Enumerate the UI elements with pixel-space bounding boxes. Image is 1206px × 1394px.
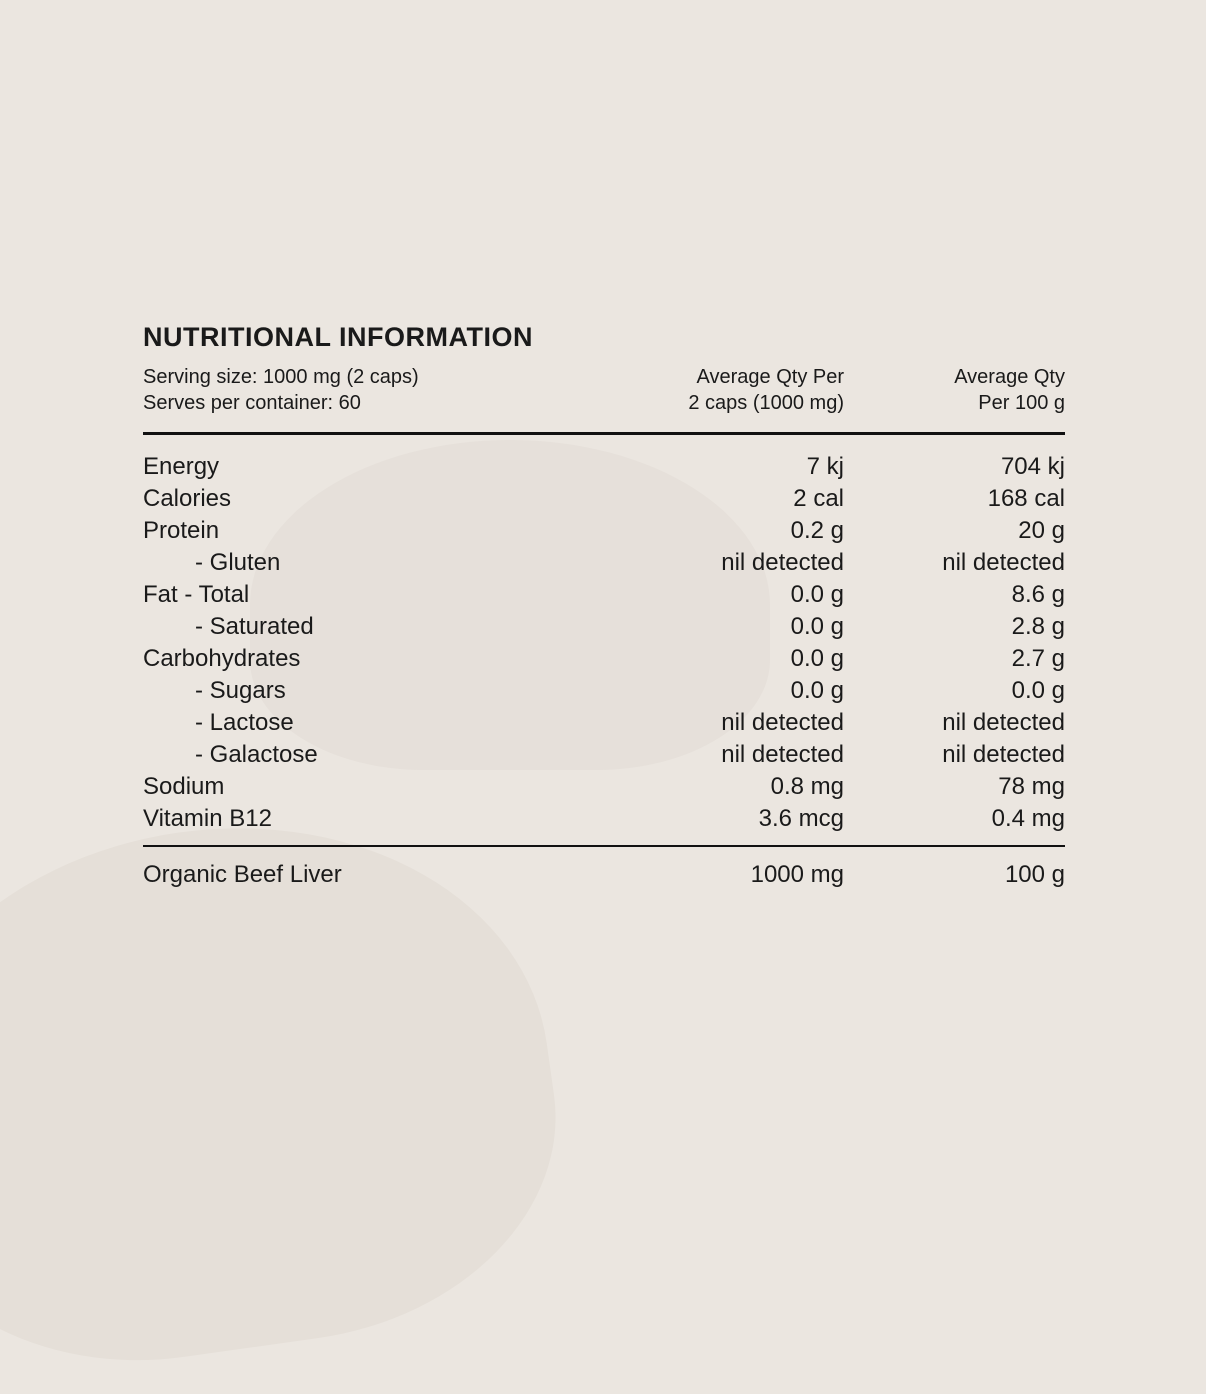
nutrient-row: - Sugars 0.0 g 0.0 g xyxy=(143,675,1065,707)
per-100g-value: 0.4 mg xyxy=(991,805,1065,832)
per-100g-value: 2.7 g xyxy=(1011,645,1065,672)
per-100g-value: nil detected xyxy=(942,549,1065,576)
ingredient-per-100g: 100 g xyxy=(1004,861,1065,888)
per-serve-value: 0.0 g xyxy=(790,645,844,672)
nutrient-row: Calories 2 cal 168 cal xyxy=(143,483,1065,515)
per-serve-value: 0.0 g xyxy=(790,581,844,608)
serves-per-container: Serves per container: 60 xyxy=(143,392,361,414)
nutrition-panel: NUTRITIONAL INFORMATION Serving size: 10… xyxy=(143,318,1065,891)
per-serve-value: nil detected xyxy=(721,709,844,736)
nutrient-label: Fat - Total xyxy=(143,581,250,608)
divider xyxy=(143,845,1065,847)
per-serve-value: 7 kj xyxy=(806,453,844,480)
nutrient-label: - Lactose xyxy=(195,709,294,736)
nutrient-label: Calories xyxy=(143,485,232,512)
background-shape xyxy=(250,440,770,770)
nutrient-row: - Saturated 0.0 g 2.8 g xyxy=(143,611,1065,643)
nutrient-row: - Galactose nil detected nil detected xyxy=(143,739,1065,771)
per-serve-value: 3.6 mcg xyxy=(758,805,844,832)
nutrient-label: Sodium xyxy=(143,773,225,800)
per-100g-value: nil detected xyxy=(942,709,1065,736)
panel-title: NUTRITIONAL INFORMATION xyxy=(143,322,533,352)
nutrient-row: - Lactose nil detected nil detected xyxy=(143,707,1065,739)
nutrient-row: Fat - Total 0.0 g 8.6 g xyxy=(143,579,1065,611)
table-header: Serving size: 1000 mg (2 caps) Serves pe… xyxy=(143,364,1065,416)
per-100g-value: 168 cal xyxy=(987,485,1065,512)
per-100g-value: 20 g xyxy=(1018,517,1065,544)
nutrient-label: - Saturated xyxy=(195,613,314,640)
nutrient-row: Sodium 0.8 mg 78 mg xyxy=(143,771,1065,803)
nutrient-row: - Gluten nil detected nil detected xyxy=(143,547,1065,579)
per-100g-value: 704 kj xyxy=(1000,453,1065,480)
nutrient-label: Vitamin B12 xyxy=(143,805,272,832)
nutrient-label: Protein xyxy=(143,517,220,544)
per-serve-value: nil detected xyxy=(721,549,844,576)
nutrient-row: Protein 0.2 g 20 g xyxy=(143,515,1065,547)
nutrient-label: - Sugars xyxy=(195,677,286,704)
per-100g-value: 78 mg xyxy=(998,773,1065,800)
per-100g-value: 0.0 g xyxy=(1011,677,1065,704)
per-serve-value: 0.0 g xyxy=(790,613,844,640)
nutrient-label: Carbohydrates xyxy=(143,645,301,672)
per-serve-value: 0.8 mg xyxy=(770,773,844,800)
nutrient-row: Vitamin B12 3.6 mcg 0.4 mg xyxy=(143,803,1065,835)
per-100g-value: nil detected xyxy=(942,741,1065,768)
divider xyxy=(143,432,1065,435)
col3-header-line1: Average Qty xyxy=(954,366,1065,388)
per-serve-value: 0.0 g xyxy=(790,677,844,704)
col2-header-line1: Average Qty Per xyxy=(696,366,844,388)
nutrient-row: Carbohydrates 0.0 g 2.7 g xyxy=(143,643,1065,675)
per-serve-value: 2 cal xyxy=(793,485,844,512)
per-100g-value: 8.6 g xyxy=(1011,581,1065,608)
nutrient-rows: Energy 7 kj 704 kj Calories 2 cal 168 cal Prot… xyxy=(143,451,1065,835)
per-100g-value: 2.8 g xyxy=(1011,613,1065,640)
serving-size: Serving size: 1000 mg (2 caps) xyxy=(143,366,419,388)
per-serve-value: 0.2 g xyxy=(790,517,844,544)
nutrient-label: - Galactose xyxy=(195,741,318,768)
ingredient-row: Organic Beef Liver 1000 mg 100 g xyxy=(143,859,1065,891)
nutrient-label: Energy xyxy=(143,453,220,480)
ingredient-per-serve: 1000 mg xyxy=(750,861,844,888)
nutrient-label: - Gluten xyxy=(195,549,281,576)
col2-header-line2: 2 caps (1000 mg) xyxy=(688,392,844,414)
col3-header-line2: Per 100 g xyxy=(978,392,1065,414)
ingredient-label: Organic Beef Liver xyxy=(143,861,342,888)
nutrient-row: Energy 7 kj 704 kj xyxy=(143,451,1065,483)
per-serve-value: nil detected xyxy=(721,741,844,768)
